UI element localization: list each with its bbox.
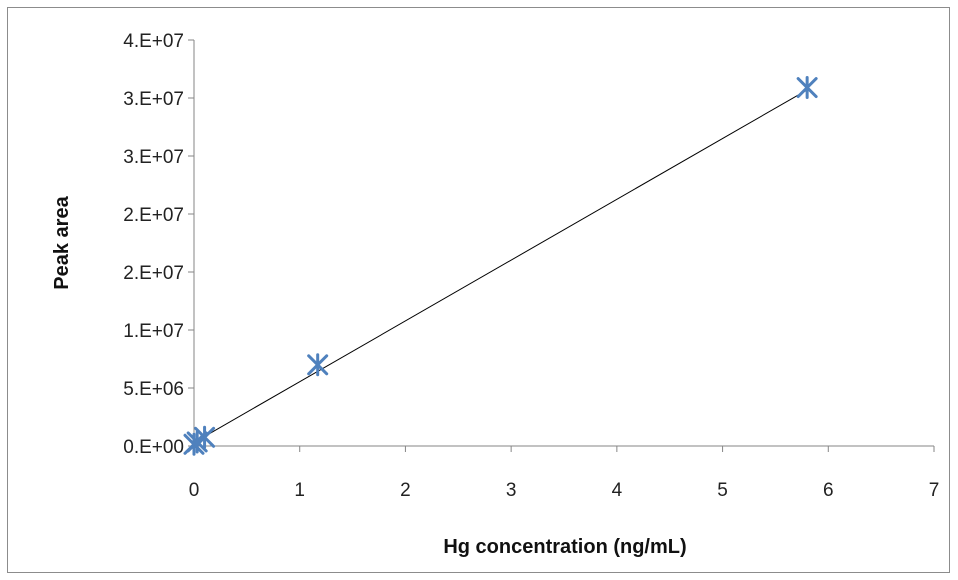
y-tick-label: 5.E+06 bbox=[123, 379, 184, 400]
y-tick-label: 4.E+07 bbox=[123, 31, 184, 52]
x-tick-label: 6 bbox=[823, 480, 834, 501]
y-tick-label: 1.E+07 bbox=[123, 321, 184, 342]
y-tick-label: 2.E+07 bbox=[123, 263, 184, 284]
y-axis: 0.E+00 5.E+06 1.E+07 2.E+07 2.E+07 3.E+07 3.E+… bbox=[123, 31, 195, 458]
data-point bbox=[796, 76, 818, 100]
x-tick-label: 3 bbox=[506, 480, 517, 501]
x-tick-label: 0 bbox=[189, 480, 200, 501]
trendline bbox=[193, 89, 808, 443]
x-tick-label: 7 bbox=[929, 480, 940, 501]
data-point bbox=[307, 353, 329, 377]
trendline-group bbox=[193, 89, 808, 443]
x-axis: 0 1 2 3 4 5 6 7 bbox=[189, 445, 940, 501]
x-tick-label: 5 bbox=[717, 480, 728, 501]
data-point bbox=[194, 425, 216, 449]
y-axis-title: Peak area bbox=[51, 195, 73, 289]
x-axis-title: Hg concentration (ng/mL) bbox=[443, 536, 686, 558]
y-tick-label: 3.E+07 bbox=[123, 147, 184, 168]
y-tick-label: 0.E+00 bbox=[123, 437, 184, 458]
x-tick-label: 2 bbox=[400, 480, 411, 501]
chart-frame bbox=[7, 7, 950, 573]
tick-marks bbox=[188, 39, 935, 452]
data-points bbox=[183, 76, 818, 456]
x-tick-label: 4 bbox=[612, 480, 623, 501]
x-tick-label: 1 bbox=[294, 480, 305, 501]
y-tick-label: 3.E+07 bbox=[123, 89, 184, 110]
y-tick-label: 2.E+07 bbox=[123, 205, 184, 226]
